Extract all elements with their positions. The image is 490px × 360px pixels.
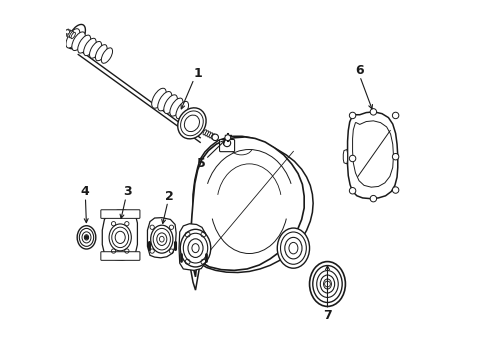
Ellipse shape [178, 108, 206, 139]
FancyBboxPatch shape [101, 210, 140, 219]
Polygon shape [343, 149, 347, 164]
Circle shape [392, 112, 399, 119]
Ellipse shape [68, 24, 85, 49]
Ellipse shape [78, 35, 91, 53]
Ellipse shape [310, 262, 345, 306]
Ellipse shape [66, 29, 80, 48]
Ellipse shape [96, 45, 107, 61]
Ellipse shape [277, 228, 310, 268]
Circle shape [392, 153, 399, 160]
Ellipse shape [164, 95, 177, 113]
Circle shape [225, 135, 231, 140]
Ellipse shape [152, 88, 166, 108]
FancyBboxPatch shape [101, 252, 140, 260]
Ellipse shape [71, 32, 75, 39]
Polygon shape [147, 218, 176, 258]
FancyBboxPatch shape [220, 139, 235, 152]
Ellipse shape [84, 38, 96, 56]
Circle shape [349, 155, 356, 162]
Circle shape [65, 30, 70, 34]
Ellipse shape [151, 225, 173, 253]
Polygon shape [191, 137, 304, 277]
Text: 2: 2 [165, 190, 173, 203]
Text: 5: 5 [197, 157, 206, 170]
Ellipse shape [209, 133, 213, 138]
Polygon shape [347, 112, 398, 199]
Ellipse shape [77, 226, 96, 249]
Ellipse shape [109, 224, 131, 251]
Polygon shape [190, 136, 313, 290]
Ellipse shape [203, 130, 207, 135]
Circle shape [370, 195, 377, 202]
Ellipse shape [180, 229, 211, 267]
Ellipse shape [101, 48, 113, 63]
Ellipse shape [205, 131, 209, 136]
Ellipse shape [176, 102, 189, 119]
Text: 6: 6 [355, 64, 364, 77]
Ellipse shape [70, 31, 74, 38]
Ellipse shape [90, 41, 101, 58]
Circle shape [349, 188, 356, 194]
Ellipse shape [65, 29, 69, 35]
Circle shape [85, 235, 88, 239]
Circle shape [349, 112, 356, 119]
Ellipse shape [211, 134, 215, 139]
Ellipse shape [68, 31, 72, 37]
Ellipse shape [72, 32, 85, 50]
Circle shape [223, 139, 231, 147]
Ellipse shape [207, 132, 211, 137]
Text: 7: 7 [323, 309, 332, 322]
Polygon shape [179, 224, 206, 270]
Ellipse shape [170, 98, 183, 116]
Circle shape [370, 109, 377, 115]
Ellipse shape [66, 30, 71, 36]
Ellipse shape [158, 91, 172, 111]
Text: 3: 3 [123, 185, 132, 198]
Text: 1: 1 [193, 67, 202, 80]
Circle shape [212, 134, 219, 140]
Ellipse shape [213, 135, 217, 140]
Circle shape [392, 187, 399, 193]
Text: 4: 4 [80, 185, 89, 198]
Polygon shape [102, 210, 137, 260]
